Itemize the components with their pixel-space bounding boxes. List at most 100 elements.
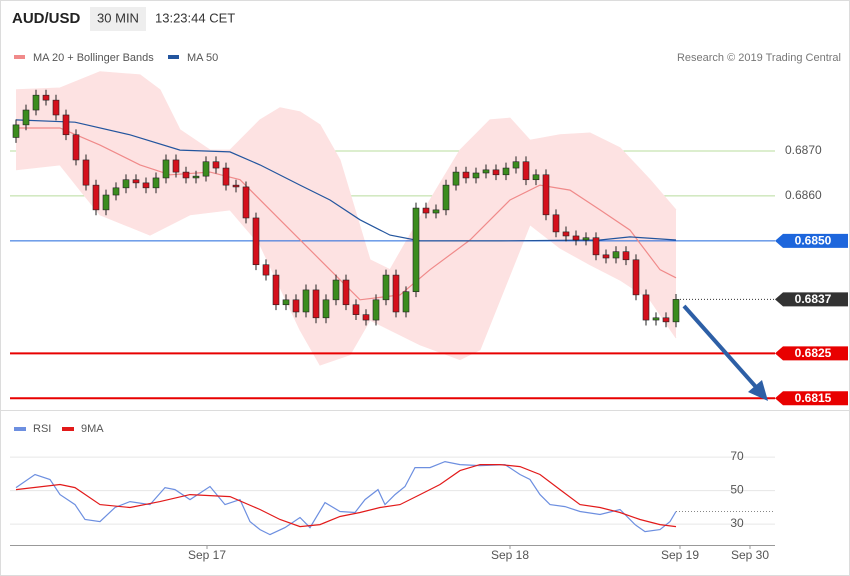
y-tick-label: 50	[730, 483, 744, 497]
candle-body	[252, 217, 260, 266]
x-tick-label: Sep 30	[731, 548, 769, 562]
level-tag	[775, 391, 848, 406]
candle-body	[452, 171, 460, 186]
candle-body	[112, 187, 120, 196]
rsi-panel: 30 50 70 Sep 17 Sep 18 Sep 19 Sep 30 RSI 9MA	[10, 423, 775, 562]
candle-body	[62, 114, 70, 136]
candle-body	[142, 182, 150, 189]
candle-body	[82, 159, 90, 186]
candle-body	[382, 274, 390, 301]
candle-body	[572, 235, 580, 241]
candle-body	[532, 174, 540, 181]
candle-body	[492, 169, 500, 176]
candle-body	[472, 172, 480, 179]
candle-body	[442, 184, 450, 211]
candle-body	[302, 289, 310, 313]
candle-body	[522, 161, 530, 181]
x-tick-label: Sep 19	[661, 548, 699, 562]
candle-body	[482, 169, 490, 174]
y-tick-label: 30	[730, 516, 744, 530]
candle-body	[122, 179, 130, 189]
candle-body	[592, 237, 600, 256]
legend-label: 9MA	[81, 423, 104, 435]
candle-body	[222, 167, 230, 186]
timeframe: 30 MIN	[97, 10, 139, 25]
y-tick-label: 70	[730, 449, 744, 463]
candle-body	[212, 161, 220, 169]
candle-body	[102, 194, 110, 211]
candle-body	[512, 161, 520, 169]
candle-body	[192, 175, 200, 179]
candle-body	[312, 289, 320, 319]
timeframe-box	[90, 7, 146, 31]
candle-body	[132, 179, 140, 184]
bollinger-lower	[15, 164, 677, 366]
legend-swatch	[168, 55, 179, 59]
plot: 0.6870 0.6860 0.6850 0.6837 0.6825 0.6815 MA 2…	[10, 52, 848, 562]
candle-body	[342, 279, 350, 306]
bollinger-upper	[15, 71, 677, 271]
legend-swatch	[14, 55, 25, 59]
candle-body	[172, 159, 180, 173]
bollinger-band	[16, 71, 676, 366]
candle-body	[552, 214, 560, 233]
price-panel: 0.6870 0.6860 0.6850 0.6837 0.6825 0.6815 MA 2…	[10, 52, 848, 406]
level-label: 0.6815	[795, 391, 832, 405]
candle-body	[272, 274, 280, 306]
candle-body	[262, 264, 270, 276]
candle-body	[632, 259, 640, 296]
x-tick-label: Sep 18	[491, 548, 529, 562]
candle-body	[612, 251, 620, 259]
forecast-arrow	[682, 304, 758, 389]
level-label: 0.6837	[795, 292, 832, 306]
candle-body	[402, 291, 410, 313]
candle-body	[52, 99, 60, 116]
candle-body	[582, 237, 590, 241]
candle-body	[392, 274, 400, 313]
time: 13:23:44 CET	[155, 10, 235, 25]
candle-body	[462, 171, 470, 179]
candle-body	[242, 186, 250, 219]
candle-body	[652, 317, 660, 321]
series-line	[15, 464, 677, 528]
candle-body	[622, 251, 630, 261]
level-tag	[775, 233, 848, 248]
level-label: 0.6825	[795, 346, 832, 360]
level-label: 0.6850	[795, 234, 832, 248]
forecast-arrow-head	[748, 380, 768, 401]
legend-label: MA 20 + Bollinger Bands	[33, 52, 154, 64]
x-tick-label: Sep 17	[188, 548, 226, 562]
candle-body	[352, 304, 360, 315]
candle-body	[422, 207, 430, 214]
candle-body	[602, 254, 610, 259]
candle-body	[42, 94, 50, 101]
credit: Research © 2019 Trading Central	[677, 52, 841, 64]
candle-body	[162, 159, 170, 179]
candle-body	[292, 299, 300, 313]
legend-label: RSI	[33, 423, 51, 435]
candle-body	[412, 207, 420, 293]
y-tick-label: 0.6860	[785, 188, 822, 202]
legend-label: MA 50	[187, 52, 218, 64]
candle-body	[672, 299, 680, 323]
candle-body	[92, 184, 100, 211]
candle-body	[232, 184, 240, 188]
ma20-line	[16, 127, 677, 301]
candle-body	[322, 299, 330, 319]
chart-title: AUD/USD	[12, 10, 81, 27]
candle-body	[72, 134, 80, 161]
level-tag	[775, 292, 848, 307]
candle-body	[282, 299, 290, 306]
candle-body	[542, 174, 550, 216]
candle-body	[502, 167, 510, 176]
candle-body	[22, 109, 30, 126]
candle-body	[642, 294, 650, 321]
level-tag	[775, 346, 848, 361]
candle-body	[362, 314, 370, 321]
candle-body	[12, 124, 20, 138]
candle-body	[562, 231, 570, 237]
y-tick-label: 0.6870	[785, 143, 822, 157]
legend-swatch	[14, 427, 26, 431]
ma50-line	[15, 119, 677, 242]
